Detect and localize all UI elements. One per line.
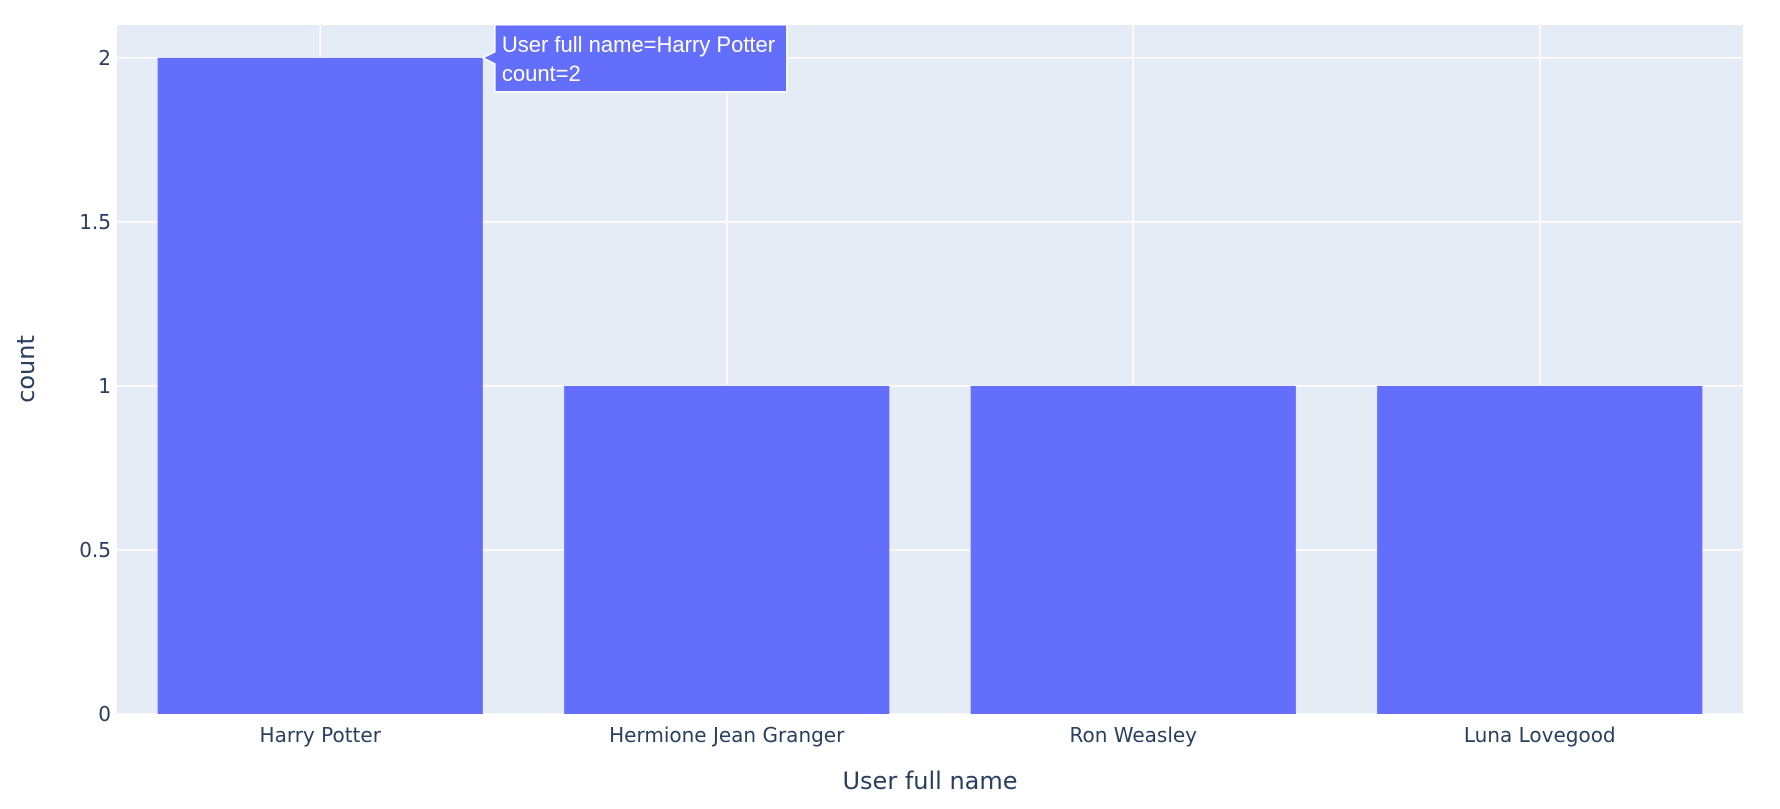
bars xyxy=(157,57,1703,715)
y-axis-ticks: 0 0.5 1 1.5 2 xyxy=(79,46,111,726)
y-tick-label: 0 xyxy=(98,702,111,726)
x-tick-label: Ron Weasley xyxy=(1069,723,1197,747)
bar[interactable] xyxy=(157,57,483,715)
y-axis-title: count xyxy=(12,335,40,403)
x-axis-ticks: Harry Potter Hermione Jean Granger Ron Wea… xyxy=(260,723,1616,747)
bar[interactable] xyxy=(564,385,890,714)
tooltip-line-2: count=2 xyxy=(502,61,581,86)
tooltip-box xyxy=(481,24,788,93)
x-tick-label: Luna Lovegood xyxy=(1464,723,1616,747)
tooltip-line-1: User full name=Harry Potter xyxy=(502,32,775,57)
x-axis-title: User full name xyxy=(842,767,1017,795)
bar[interactable] xyxy=(1377,385,1703,714)
x-tick-label: Harry Potter xyxy=(260,723,382,747)
y-tick-label: 1.5 xyxy=(79,210,111,234)
x-tick-label: Hermione Jean Granger xyxy=(609,723,845,747)
y-tick-label: 1 xyxy=(98,374,111,398)
y-tick-label: 2 xyxy=(98,46,111,70)
bar[interactable] xyxy=(970,385,1296,714)
hover-tooltip: User full name=Harry Potter count=2 xyxy=(481,24,788,93)
y-tick-label: 0.5 xyxy=(79,538,111,562)
